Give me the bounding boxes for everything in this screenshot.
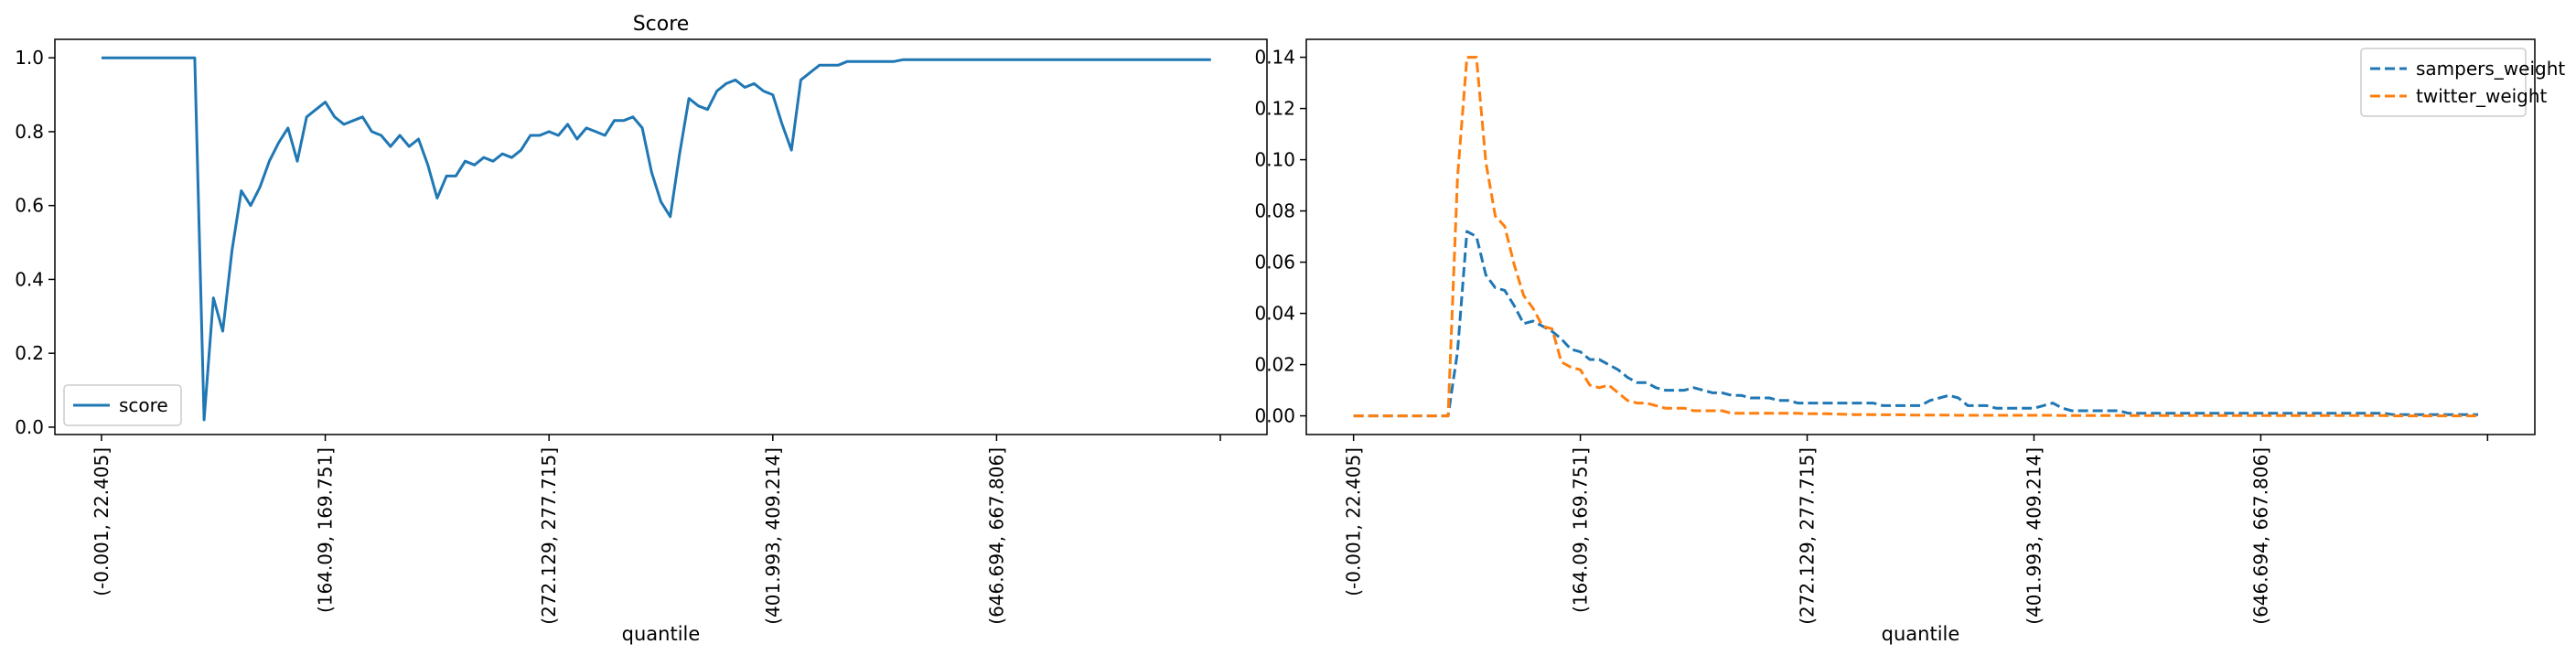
legend: score (63, 384, 182, 426)
legend-label-twitter_weight: twitter_weight (2416, 85, 2548, 107)
legend-box (63, 384, 182, 426)
x-tick-label: (272.129, 277.715] (538, 447, 560, 625)
chart-title: Score (633, 13, 690, 36)
x-tick-label: (-0.001, 22.405] (1343, 447, 1365, 596)
y-tick-label: 0.14 (1254, 47, 1295, 69)
legend-label-score: score (119, 394, 168, 416)
x-tick-label: (646.694, 667.806] (985, 447, 1007, 625)
x-axis-label: quantile (622, 623, 701, 645)
y-tick-label: 0.10 (1254, 149, 1295, 171)
y-tick-label: 0.04 (1254, 303, 1295, 325)
x-tick-label: (646.694, 667.806] (2249, 447, 2271, 625)
legend: sampers_weight twitter_weight (2360, 48, 2565, 117)
legend-label-sampers_weight: sampers_weight (2416, 58, 2565, 80)
x-tick-label: (401.993, 409.214] (2023, 447, 2045, 625)
y-tick-label: 0.00 (1254, 405, 1295, 427)
series-line-twitter_weight (1353, 56, 2478, 418)
x-tick-label: (164.09, 169.751] (315, 447, 337, 613)
y-tick-label: 1.0 (15, 47, 44, 69)
x-tick-label: (-0.001, 22.405] (91, 447, 113, 596)
x-axis-label: quantile (1882, 623, 1960, 645)
y-tick-label: 0.6 (15, 195, 44, 217)
plot-frame (1305, 38, 2536, 435)
plot-frame (54, 38, 1268, 435)
chart-1: Score 0.0 0.2 0.4 0.6 0.8 1.0 (-0.001, 22.405] (… (15, 13, 1268, 645)
y-tick-label: 0.2 (15, 342, 44, 364)
y-tick-label: 0.08 (1254, 200, 1295, 222)
y-tick-label: 0.8 (15, 121, 44, 143)
y-tick-label: 0.0 (15, 416, 44, 438)
x-tick-label: (401.993, 409.214] (762, 447, 784, 625)
series-line-sampers_weight (1353, 230, 2478, 418)
x-tick-label: (164.09, 169.751] (1570, 447, 1592, 613)
y-tick-label: 0.4 (15, 268, 44, 290)
chart-2: 0.00 0.02 0.04 0.06 0.08 0.10 0.12 0.14 (-0.001,… (1254, 38, 2565, 645)
x-tick-label: (272.129, 277.715] (1797, 447, 1819, 625)
legend-box (2360, 48, 2527, 117)
series-line-score (102, 56, 1211, 422)
y-tick-label: 0.02 (1254, 354, 1295, 376)
y-tick-label: 0.06 (1254, 252, 1295, 274)
y-tick-label: 0.12 (1254, 98, 1295, 120)
